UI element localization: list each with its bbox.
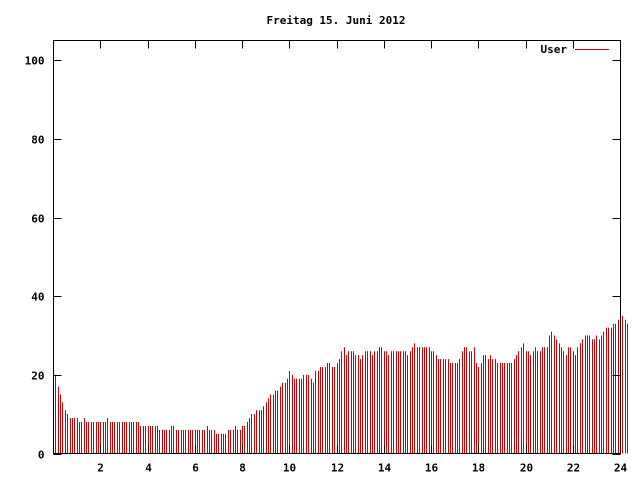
- x-tick-label: 24: [614, 462, 628, 475]
- x-tick-label: 8: [239, 462, 246, 475]
- y-tick-label: 0: [38, 449, 45, 462]
- x-tick-label: 4: [145, 462, 152, 475]
- y-axis: 0 20 40 60 80 100: [25, 55, 621, 462]
- x-tick-label: 6: [192, 462, 199, 475]
- x-axis: 2 4 6 8 10 12 14 16 18 20 22 24: [97, 40, 628, 475]
- x-tick-label: 2: [97, 462, 104, 475]
- x-tick-label: 22: [567, 462, 580, 475]
- chart-title: Freitag 15. Juni 2012: [266, 14, 405, 27]
- y-tick-label: 40: [31, 291, 44, 304]
- x-tick-label: 20: [520, 462, 533, 475]
- legend-label-user: User: [541, 43, 568, 56]
- x-tick-label: 16: [425, 462, 439, 475]
- y-tick-label: 80: [31, 134, 44, 147]
- x-tick-label: 14: [378, 462, 392, 475]
- x-tick-label: 12: [331, 462, 344, 475]
- y-tick-label: 20: [31, 370, 44, 383]
- bar-series-user: [55, 315, 628, 454]
- y-tick-label: 60: [31, 213, 44, 226]
- x-tick-label: 18: [472, 462, 485, 475]
- x-tick-label: 10: [283, 462, 296, 475]
- legend: User: [541, 43, 609, 56]
- y-tick-label: 100: [25, 55, 45, 68]
